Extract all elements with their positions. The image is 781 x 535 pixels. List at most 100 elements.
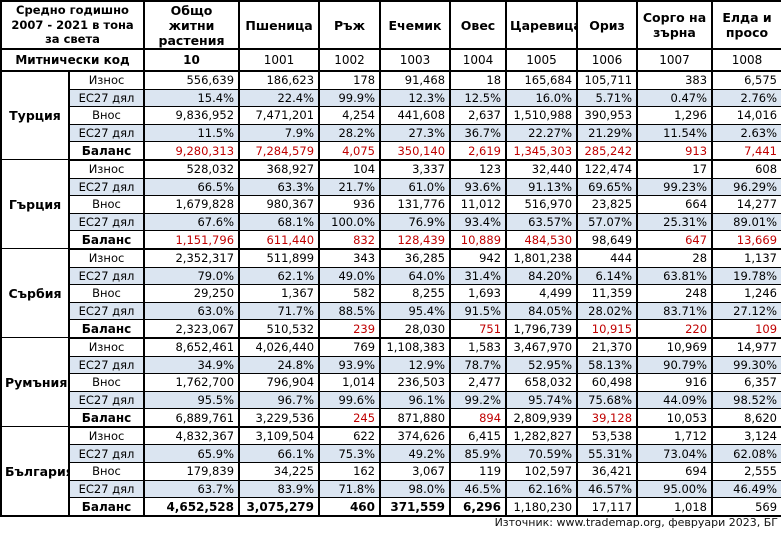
value-cell: 73.04%: [636, 444, 714, 464]
column-header: Царевица: [505, 0, 579, 50]
value-cell: 62.16%: [505, 479, 579, 499]
table-row: Румъния Износ 8,652,461 4,026,440 769 1,108,3…: [0, 337, 781, 428]
value-cell: 1,762,700: [143, 373, 241, 392]
value-cell: 13,669: [711, 230, 781, 250]
value-cell: 12.9%: [379, 355, 452, 375]
value-cell: 23,825: [576, 195, 639, 214]
table-row: Внос 9,836,952 7,471,201 4,254 441,608 2,637 1…: [1, 106, 781, 125]
value-cell: 18: [449, 70, 508, 90]
value-cell: 11,359: [576, 284, 639, 303]
value-cell: 93.4%: [449, 212, 508, 232]
value-cell: 916: [636, 373, 714, 392]
value-cell: 62.1%: [238, 266, 321, 286]
value-cell: 22.4%: [238, 88, 321, 108]
value-cell: 29,250: [143, 284, 241, 303]
value-cell: 8,620: [711, 408, 781, 428]
value-cell: 36,421: [576, 462, 639, 481]
value-cell: 12.5%: [449, 88, 508, 108]
value-cell: 25.31%: [636, 212, 714, 232]
row-label: Внос: [67, 195, 146, 214]
value-cell: 95.74%: [505, 390, 579, 410]
value-cell: 85.9%: [449, 444, 508, 464]
value-cell: 79.0%: [143, 266, 241, 286]
value-cell: 2,809,939: [505, 408, 579, 428]
table-row: България Износ 4,832,367 3,109,504 622 374,62…: [0, 426, 781, 517]
value-cell: 3,467,970: [505, 337, 579, 357]
row-label: ЕС27 дял: [67, 479, 146, 499]
value-cell: 239: [318, 319, 382, 339]
value-cell: 83.9%: [238, 479, 321, 499]
value-cell: 582: [318, 284, 382, 303]
value-cell: 66.1%: [238, 444, 321, 464]
row-label: Баланс: [67, 319, 146, 339]
value-cell: 63.57%: [505, 212, 579, 232]
value-cell: 19.78%: [711, 266, 781, 286]
value-cell: 75.68%: [576, 390, 639, 410]
value-cell: 98.52%: [711, 390, 781, 410]
value-cell: 2,637: [449, 106, 508, 125]
value-cell: 6,415: [449, 426, 508, 446]
value-cell: 99.30%: [711, 355, 781, 375]
value-cell: 22.27%: [505, 123, 579, 143]
value-cell: 4,832,367: [143, 426, 241, 446]
table-row: ЕС27 дял 63.7% 83.9% 71.8% 98.0% 46.5% 62.16% 4…: [1, 479, 781, 499]
grain-trade-table: Средно годишно 2007 - 2021 в тона за све…: [0, 0, 781, 517]
value-cell: 368,927: [238, 159, 321, 179]
value-cell: 99.9%: [318, 88, 382, 108]
value-cell: 1,018: [636, 497, 714, 517]
value-cell: 7,441: [711, 141, 781, 161]
value-cell: 751: [449, 319, 508, 339]
value-cell: 95.00%: [636, 479, 714, 499]
customs-code: 1001: [238, 48, 321, 72]
value-cell: 71.8%: [318, 479, 382, 499]
table-row: Сърбия Износ 2,352,317 511,899 343 36,285 942 1…: [0, 248, 781, 339]
value-cell: 178: [318, 70, 382, 90]
value-cell: 17,117: [576, 497, 639, 517]
value-cell: 84.05%: [505, 301, 579, 321]
value-cell: 484,530: [505, 230, 579, 250]
row-label: ЕС27 дял: [67, 88, 146, 108]
value-cell: 76.9%: [379, 212, 452, 232]
value-cell: 8,652,461: [143, 337, 241, 357]
value-cell: 68.1%: [238, 212, 321, 232]
value-cell: 3,067: [379, 462, 452, 481]
row-label: ЕС27 дял: [67, 355, 146, 375]
value-cell: 16.0%: [505, 88, 579, 108]
row-label: Баланс: [67, 230, 146, 250]
value-cell: 63.0%: [143, 301, 241, 321]
value-cell: 220: [636, 319, 714, 339]
table-row: Баланс 4,652,528 3,075,279 460 371,559 6,296 1…: [1, 497, 781, 517]
value-cell: 65.9%: [143, 444, 241, 464]
value-cell: 343: [318, 248, 382, 268]
column-header: Ръж: [318, 0, 382, 50]
value-cell: 15.4%: [143, 88, 241, 108]
value-cell: 44.09%: [636, 390, 714, 410]
value-cell: 936: [318, 195, 382, 214]
value-cell: 350,140: [379, 141, 452, 161]
value-cell: 100.0%: [318, 212, 382, 232]
value-cell: 62.08%: [711, 444, 781, 464]
value-cell: 21,370: [576, 337, 639, 357]
value-cell: 69.65%: [576, 177, 639, 197]
table-row: ЕС27 дял 66.5% 63.3% 21.7% 61.0% 93.6% 91.13% 6…: [1, 177, 781, 197]
value-cell: 4,499: [505, 284, 579, 303]
value-cell: 1,679,828: [143, 195, 241, 214]
value-cell: 694: [636, 462, 714, 481]
value-cell: 71.7%: [238, 301, 321, 321]
value-cell: 102,597: [505, 462, 579, 481]
value-cell: 28.02%: [576, 301, 639, 321]
value-cell: 6,357: [711, 373, 781, 392]
table-row: ЕС27 дял 11.5% 7.9% 28.2% 27.3% 36.7% 22.27% 21…: [1, 123, 781, 143]
value-cell: 89.01%: [711, 212, 781, 232]
value-cell: 6.14%: [576, 266, 639, 286]
value-cell: 98,649: [576, 230, 639, 250]
value-cell: 1,296: [636, 106, 714, 125]
value-cell: 1,014: [318, 373, 382, 392]
value-cell: 9,280,313: [143, 141, 241, 161]
value-cell: 75.3%: [318, 444, 382, 464]
value-cell: 104: [318, 159, 382, 179]
value-cell: 88.5%: [318, 301, 382, 321]
country-label: България: [0, 426, 70, 517]
value-cell: 49.2%: [379, 444, 452, 464]
value-cell: 7,284,579: [238, 141, 321, 161]
